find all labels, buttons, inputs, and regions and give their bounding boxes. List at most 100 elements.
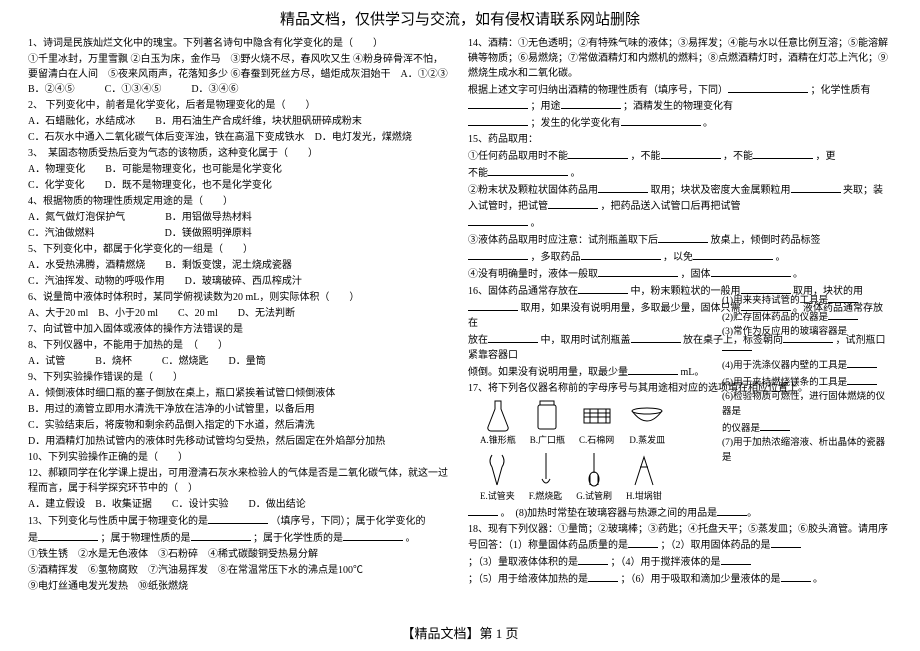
q16e: 中，取用时试剂瓶盖 [541, 335, 631, 346]
q14c: ；用途 [531, 101, 561, 112]
q12: 12、郝颖同学在化学课上提出，可用澄清石灰水来检验人的气体是否是二氧化碳气体，就… [28, 466, 452, 496]
side1: (1)用来夹持试管的工具是 [722, 292, 892, 309]
q1-opts: ①千里冰封，万里雪飘 ②白玉为床，金作马 ③野火烧不尽，春风吹又生 ④粉身碎骨浑… [28, 52, 452, 97]
q4a: A．氮气做灯泡保护气 B．用铝做导热材料 [28, 210, 452, 225]
q12a: A．建立假设 B．收集证据 C．设计实验 D．做出结论 [28, 497, 452, 512]
q15-line1: ①任何药品取用时不能 ，不能 ，不能 ，更 [468, 148, 892, 164]
blank [598, 182, 648, 193]
blank [343, 530, 403, 541]
q15n: ，以免 [663, 252, 693, 263]
blank [581, 249, 661, 260]
blank [628, 537, 658, 548]
q13e: 。 [406, 533, 416, 544]
blank [588, 571, 618, 582]
q2b: C．石灰水中通入二氧化碳气体后变浑浊，铁在高温下变成铁水 D．电灯发光，煤燃烧 [28, 130, 452, 145]
label-f: F.燃烧匙 [529, 490, 563, 504]
q15a: ①任何药品取用时不能 [468, 151, 568, 162]
q18a: ；（2）取用固体药品的是 [661, 540, 771, 551]
q15j: 。 [531, 218, 541, 229]
side-option-list: (1)用来夹持试管的工具是 (2)贮存固体药品的仪器是 (3)常作为反应用的玻璃… [722, 292, 892, 466]
tongs-icon: H.坩埚钳 [626, 451, 662, 504]
blank [488, 165, 568, 176]
flask-icon: A.锥形瓶 [480, 399, 516, 448]
blank [598, 266, 678, 277]
brush-icon: G.试管刷 [576, 451, 612, 504]
q15b: ，不能 [631, 151, 661, 162]
gauze-icon: C.石棉网 [579, 399, 614, 448]
label-h: H.坩埚钳 [626, 490, 662, 504]
q15m: ，多取药品 [531, 252, 581, 263]
q16: 16、固体药品通常存放在 [468, 286, 578, 297]
q15f: ②粉末状及颗粒状固体药品用 [468, 185, 598, 196]
q5a: A．水受热沸腾，酒精燃烧 B．剩饭变馊，泥土烧成瓷器 [28, 258, 452, 273]
dish-icon: D.蒸发皿 [628, 399, 666, 448]
q15i: ，把药品送入试管口后再把试管 [601, 201, 741, 212]
label-b: B.广口瓶 [530, 434, 565, 448]
q15-line2: ②粉末状及颗粒状固体药品用 取用；块状及密度大金属颗粒用 夹取；装入试管时，把试… [468, 182, 892, 214]
blank [578, 554, 608, 565]
blank [693, 249, 773, 260]
label-c: C.石棉网 [579, 434, 614, 448]
q3a: A．物理变化 B．可能是物理变化，也可能是化学变化 [28, 162, 452, 177]
blank [468, 300, 518, 311]
q15c: ，不能 [723, 151, 753, 162]
q8a: A．试管 B．烧杯 C．燃烧匙 D．量筒 [28, 354, 452, 369]
q15-line1b: 不能 。 [468, 165, 892, 181]
q9a: A．倾倒液体时细口瓶的塞子倒放在桌上，瓶口紧挨着试管口倾倒液体 [28, 386, 452, 401]
q18-line: 18、现有下列仪器：①量筒；②玻璃棒；③药匙；④托盘天平；⑤蒸发皿；⑥胶头滴管。… [468, 522, 892, 553]
jar-icon: B.广口瓶 [530, 399, 565, 448]
q18b: ；（3）量取液体体积的是 [468, 557, 578, 568]
blank [717, 505, 747, 516]
q15: 15、药品取用： [468, 132, 892, 147]
q15o: 。 [776, 252, 786, 263]
q15-line3b: ，多取药品 ，以免 。 [468, 249, 892, 265]
blank [468, 215, 528, 226]
blank [628, 364, 678, 375]
q14-line2: ；发生的化学变化有 。 [468, 115, 892, 131]
q6: 6、说量筒中液体时体积时，某同学俯视读数为20 mL，则实际体积（ ） [28, 290, 452, 305]
q17b: 。 (8)加热时常垫在玻璃容器与热源之间的用品是 [501, 508, 718, 519]
q13d: ；属于化学性质的是 [253, 533, 343, 544]
q5b: C．汽油挥发、动物的呼吸作用 D．玻璃破碎、西瓜榨成汁 [28, 274, 452, 289]
q15l: 放桌上，倾倒时药品标签 [711, 235, 821, 246]
blank [781, 571, 811, 582]
q6a: A、大于20 ml B、小于20 ml C、20 ml D、无法判断 [28, 306, 452, 321]
q15-line2b: 。 [468, 215, 892, 231]
blank [771, 537, 801, 548]
side3: (3)常作为反应用的玻璃容器是 [722, 325, 892, 340]
blank [561, 98, 621, 109]
label-d: D.蒸发皿 [628, 434, 666, 448]
q15e: 。 [571, 168, 581, 179]
spoon-icon: F.燃烧匙 [529, 451, 563, 504]
blank [621, 115, 701, 126]
blank [568, 148, 628, 159]
q15-line3: ③液体药品取用时应注意：试剂瓶盖取下后 放桌上，倾倒时药品标签 [468, 232, 892, 248]
q1: 1、诗词是民族灿烂文化中的瑰宝。下列著名诗句中隐含有化学变化的是（ ） [28, 36, 452, 51]
blank [468, 505, 498, 516]
q15d: ，更 [816, 151, 836, 162]
q13b: 是 [28, 533, 38, 544]
side3b [722, 340, 892, 357]
q9: 9、下列实验操作错误的是（ ） [28, 370, 452, 385]
q8: 8、下列仪器中，不能用于加热的是 （ ） [28, 338, 452, 353]
q13h: ⑨电灯丝通电发光发热 ⑩纸张燃烧 [28, 579, 452, 594]
blank [753, 148, 813, 159]
q9c: C．实验结束后，将废物和剩余药品倒入指定的下水道，然后清洗 [28, 418, 452, 433]
q9b: B．用过的滴管立即用水清洗干净放在洁净的小试管里，以备后用 [28, 402, 452, 417]
side6b: 的仪器是 [722, 420, 892, 437]
q18d: ；（5）用于给液体加热的是 [468, 574, 588, 585]
label-a: A.锥形瓶 [480, 434, 516, 448]
q14e: ；发生的化学变化有 [531, 118, 621, 129]
blank [38, 530, 98, 541]
q18-line3: ；（5）用于给液体加热的是 ；（6）用于吸取和滴加少量液体的是 。 [468, 571, 892, 587]
q3b: C．化学变化 D．既不是物理变化，也不是化学变化 [28, 178, 452, 193]
side2: (2)贮存固体药品的仪器是 [722, 309, 892, 326]
blank [191, 530, 251, 541]
blank [548, 198, 598, 209]
side5: (5)用于夹持燃烧镁条的工具是 [722, 374, 892, 391]
q7: 7、向试管中加入固体或液体的操作方法错误的是 [28, 322, 452, 337]
q17b-line: 。 (8)加热时常垫在玻璃容器与热源之间的用品是。 [468, 505, 892, 521]
q18e: ；（6）用于吸取和滴加少量液体的是 [621, 574, 781, 585]
q18f: 。 [813, 574, 823, 585]
q13f: ①铁生锈 ②水是无色液体 ③石粉碎 ④稀式碳酸铜受热易分解 [28, 547, 452, 562]
